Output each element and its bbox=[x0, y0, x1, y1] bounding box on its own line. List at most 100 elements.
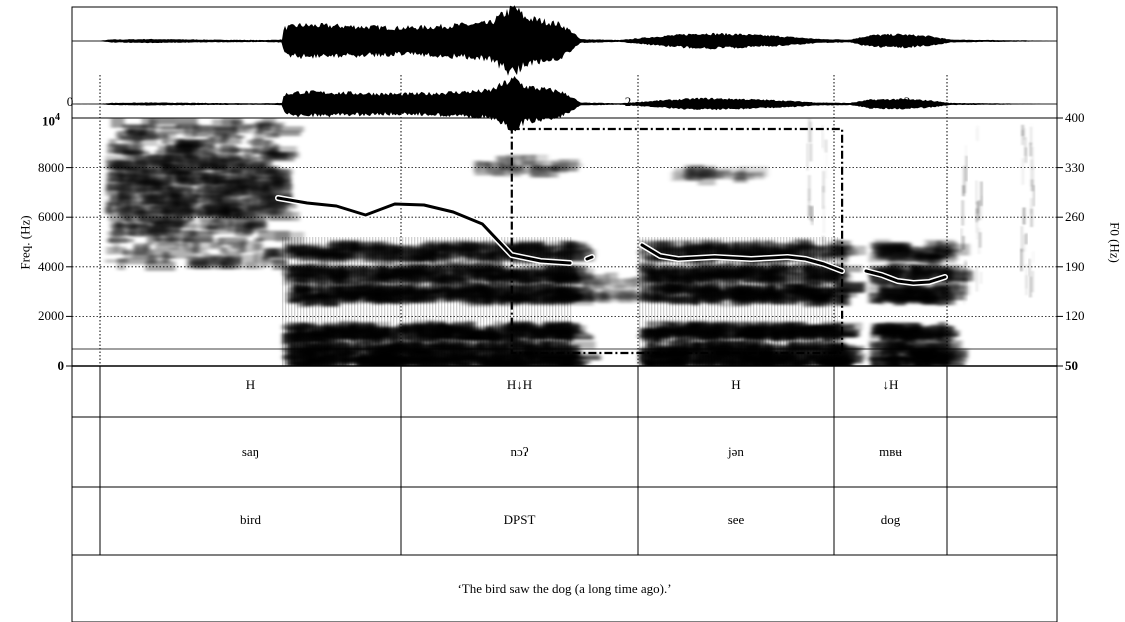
interval-boundaries bbox=[99, 75, 948, 555]
spectral-energy bbox=[185, 128, 196, 139]
spectral-energy bbox=[901, 332, 909, 343]
spectral-energy bbox=[156, 228, 181, 237]
gloss-interval-5: dog bbox=[880, 512, 901, 527]
spectral-energy bbox=[240, 240, 261, 253]
formant-band bbox=[868, 281, 969, 306]
spectral-energy bbox=[173, 188, 201, 193]
tone-interval-5: ↓H bbox=[882, 377, 899, 392]
time-tick-2: 2 bbox=[624, 94, 632, 109]
spectral-energy bbox=[926, 332, 944, 339]
spectral-energy bbox=[225, 252, 242, 262]
transient-burst bbox=[825, 286, 827, 301]
spectral-energy bbox=[242, 148, 251, 158]
spectral-energy bbox=[909, 295, 939, 300]
spectral-energy bbox=[175, 118, 198, 129]
spectral-energy bbox=[181, 238, 200, 249]
transient-burst bbox=[962, 185, 965, 197]
transient-burst bbox=[807, 262, 810, 289]
spectral-energy bbox=[115, 161, 132, 166]
f0-segment-3 bbox=[640, 243, 844, 273]
spectral-energy bbox=[560, 247, 593, 253]
spectral-energy bbox=[871, 353, 879, 362]
spectral-energy bbox=[168, 194, 187, 206]
spectral-energy bbox=[249, 186, 279, 194]
axes bbox=[66, 117, 1063, 367]
freq-tick-2000: 2000 bbox=[38, 308, 64, 324]
spectral-energy bbox=[187, 156, 203, 165]
transient-burst bbox=[976, 201, 979, 214]
spectral-energy bbox=[872, 363, 891, 366]
highlight-box bbox=[510, 127, 844, 355]
spectral-energy bbox=[197, 171, 208, 176]
transient-burst bbox=[809, 143, 812, 162]
spectral-energy bbox=[247, 139, 274, 145]
spectral-energy bbox=[237, 173, 257, 185]
spectral-energy bbox=[269, 248, 278, 257]
spectral-energy bbox=[196, 251, 210, 260]
spectral-energy bbox=[910, 333, 929, 339]
spectral-energy bbox=[530, 166, 559, 178]
transient-burst bbox=[808, 188, 811, 204]
spectral-energy bbox=[146, 236, 155, 245]
transient-burst bbox=[1033, 185, 1036, 207]
spectral-energy bbox=[192, 125, 209, 137]
spectral-energy bbox=[868, 255, 901, 263]
spectral-energy bbox=[833, 282, 864, 293]
transient-burst bbox=[978, 227, 981, 255]
spectral-energy bbox=[830, 265, 863, 273]
spectral-energy bbox=[120, 205, 140, 211]
transient-burst bbox=[960, 228, 963, 253]
transient-burst bbox=[1030, 208, 1033, 228]
spectral-energy bbox=[129, 169, 150, 181]
transient-burst bbox=[1024, 137, 1027, 156]
transient-burst bbox=[977, 200, 980, 221]
spectral-energy bbox=[942, 265, 960, 274]
spectral-energy bbox=[881, 247, 912, 256]
spectral-energy bbox=[925, 265, 943, 273]
spectral-energy bbox=[119, 190, 129, 200]
spectral-energy bbox=[187, 215, 195, 221]
transient-burst bbox=[963, 165, 966, 194]
spectral-energy bbox=[176, 151, 190, 159]
transient-burst bbox=[822, 239, 825, 267]
spectral-energy bbox=[248, 167, 273, 176]
spectral-energy bbox=[111, 187, 140, 191]
spectral-energy bbox=[115, 132, 124, 138]
spectral-energy bbox=[151, 222, 165, 232]
spectral-energy bbox=[701, 169, 717, 180]
spectral-energy bbox=[837, 240, 851, 252]
spectral-energy bbox=[567, 330, 580, 339]
spectral-energy bbox=[192, 242, 201, 254]
transient-noise bbox=[806, 118, 814, 289]
spectral-energy bbox=[249, 164, 266, 169]
spectral-energy bbox=[148, 119, 158, 128]
spectral-energy bbox=[691, 171, 704, 181]
spectral-energy bbox=[879, 288, 896, 297]
translation-text: ‘The bird saw the dog (a long time ago).… bbox=[457, 581, 672, 596]
spectral-energy bbox=[149, 216, 175, 224]
transient-burst bbox=[1031, 270, 1034, 293]
transient-burst bbox=[1028, 258, 1031, 277]
spectral-energy bbox=[920, 356, 933, 361]
spectral-energy bbox=[219, 198, 228, 209]
transient-burst bbox=[822, 235, 825, 250]
transient-burst bbox=[808, 204, 811, 217]
spectral-energy bbox=[155, 237, 180, 250]
spectral-energy bbox=[131, 210, 161, 217]
spectral-energy bbox=[588, 290, 596, 301]
freq-tick-0: 0 bbox=[57, 358, 65, 373]
transient-burst bbox=[962, 235, 965, 250]
transient-burst bbox=[808, 175, 811, 201]
spectral-energy bbox=[557, 163, 568, 174]
spectral-energy bbox=[265, 132, 280, 138]
spectral-energy bbox=[214, 205, 231, 215]
freq-tick-4000: 4000 bbox=[38, 258, 64, 274]
transcription-interval-4: jən bbox=[728, 444, 744, 459]
spectral-energy bbox=[127, 134, 158, 146]
spectral-energy bbox=[163, 175, 172, 186]
f0-axis-label: F0 (Hz) bbox=[1107, 222, 1123, 263]
spectral-energy bbox=[162, 209, 189, 218]
spectral-energy bbox=[877, 267, 894, 277]
spectral-energy bbox=[936, 296, 943, 306]
spectral-energy bbox=[194, 210, 213, 217]
